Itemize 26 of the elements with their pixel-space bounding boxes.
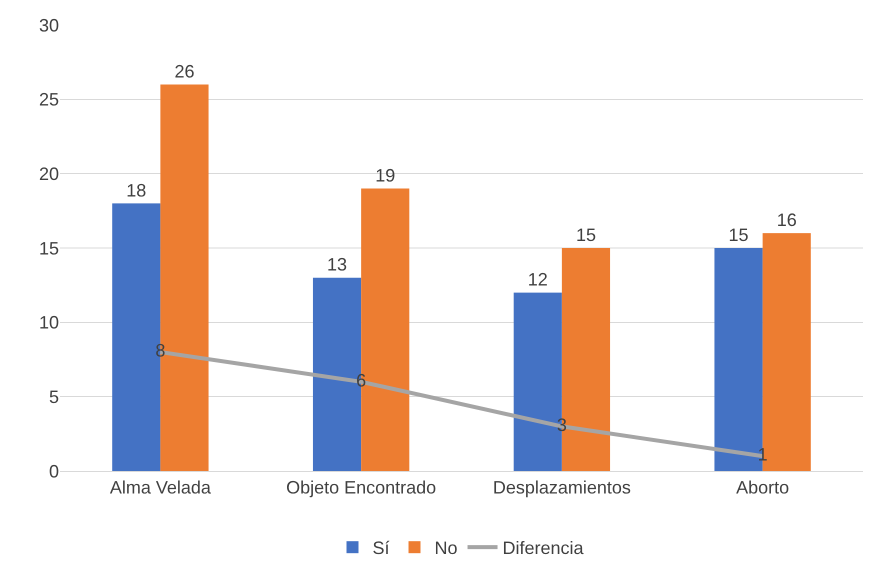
data-label: 1 (758, 444, 768, 465)
data-label: 26 (174, 61, 194, 82)
y-tick-label: 25 (38, 90, 59, 110)
data-label: 3 (556, 414, 567, 435)
data-label: 16 (776, 210, 797, 230)
y-tick-label: 10 (38, 312, 59, 333)
legend-label: No (434, 538, 458, 558)
legend-label: Sí (372, 538, 390, 558)
data-label: 6 (356, 370, 366, 390)
x-tick-label: Alma Velada (110, 478, 212, 498)
data-label: 13 (327, 254, 348, 275)
y-tick-label: 5 (48, 386, 59, 407)
y-tick-label: 20 (38, 164, 59, 184)
y-tick-label: 30 (38, 15, 59, 36)
data-label: 15 (576, 225, 596, 245)
y-tick-label: 15 (38, 238, 59, 258)
x-tick-label: Desplazamientos (492, 478, 631, 498)
legend-label: Diferencia (502, 538, 585, 558)
x-tick-label: Aborto (736, 478, 790, 498)
x-tick-label: Objeto Encontrado (286, 478, 436, 498)
y-tick-label: 0 (48, 461, 59, 482)
data-label: 19 (375, 166, 396, 186)
data-label: 15 (728, 225, 749, 245)
data-label: 18 (126, 180, 146, 200)
data-label: 8 (155, 340, 166, 361)
data-label: 12 (528, 270, 548, 290)
